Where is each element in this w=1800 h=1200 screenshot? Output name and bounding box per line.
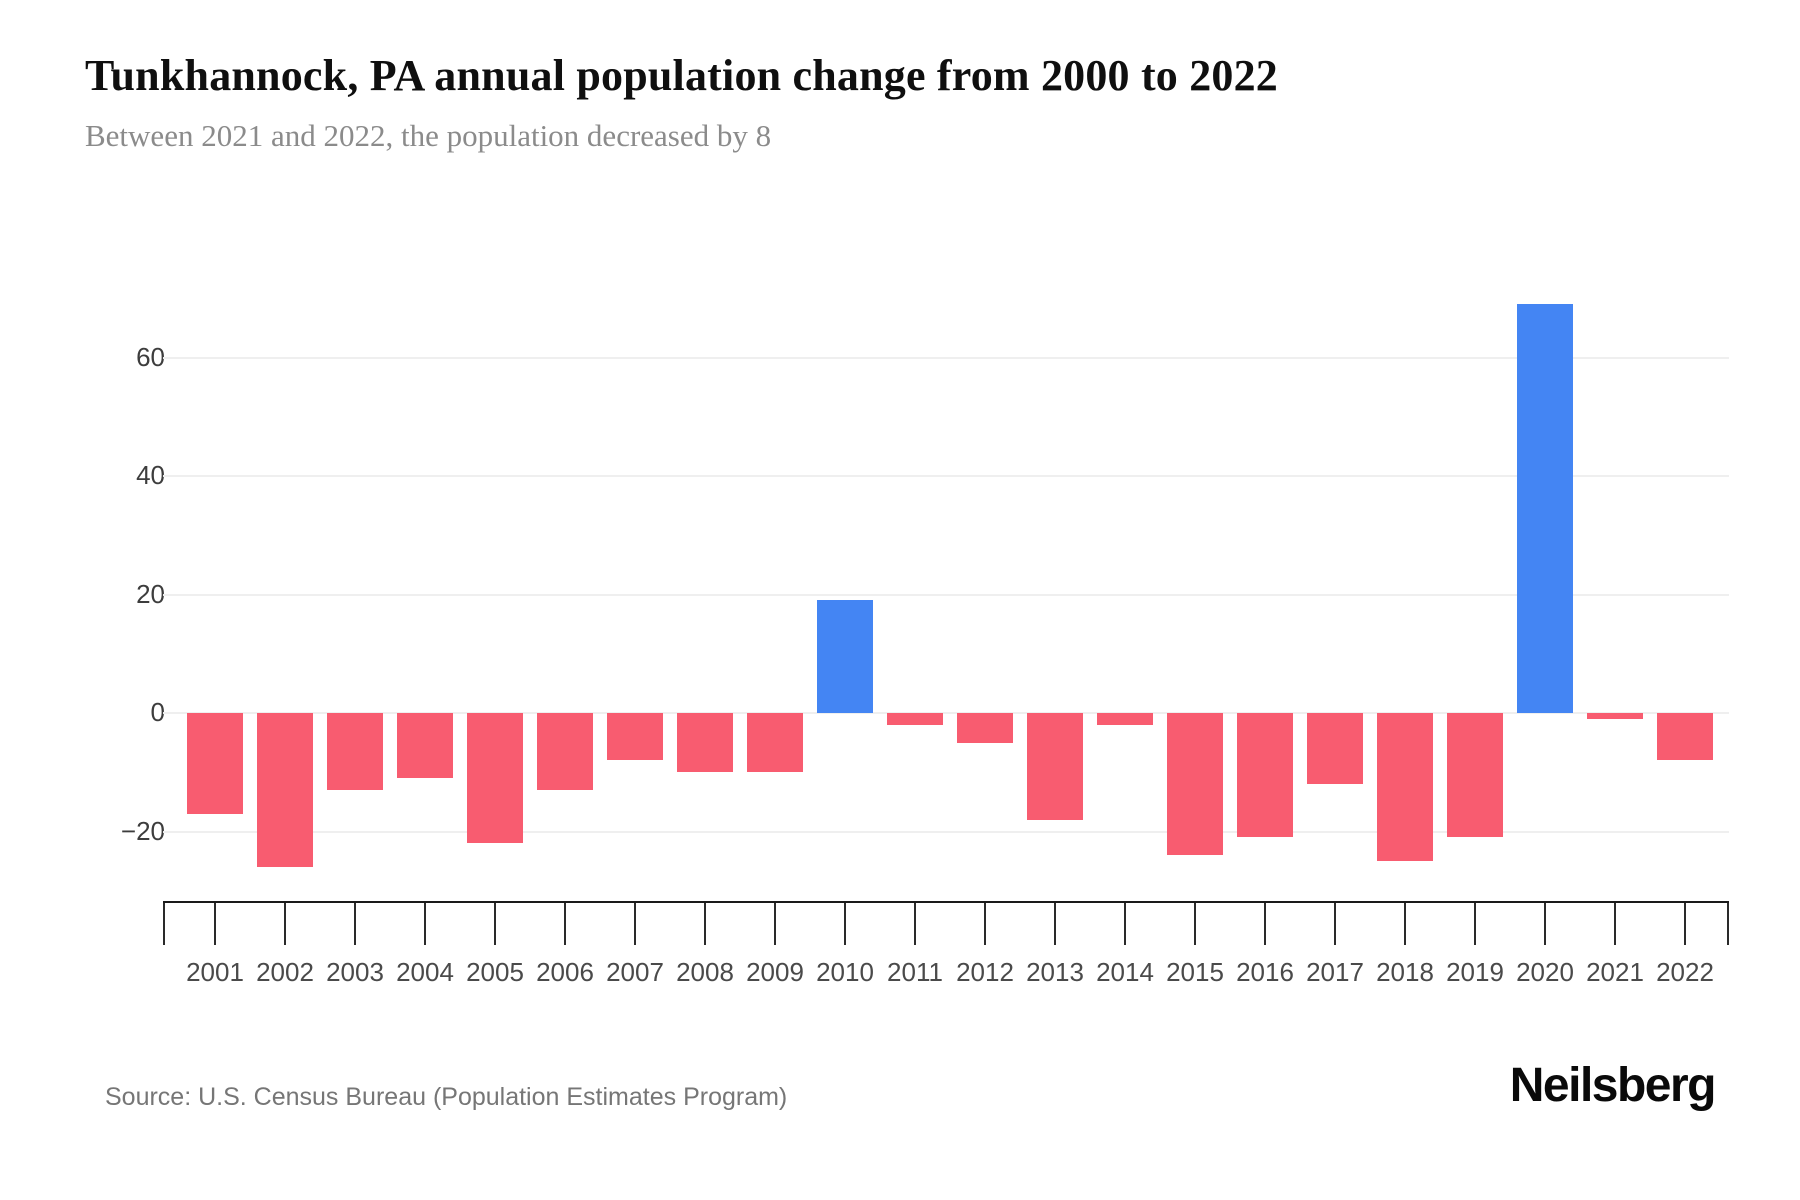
- x-axis-tick-2009: [774, 903, 776, 945]
- bar-2007[interactable]: [607, 713, 663, 761]
- chart-title: Tunkhannock, PA annual population change…: [85, 51, 1279, 100]
- x-axis-tick-2007: [634, 903, 636, 945]
- bar-2010[interactable]: [817, 600, 873, 713]
- bar-2009[interactable]: [747, 713, 803, 773]
- gridline-y-20: [163, 593, 1729, 596]
- y-tick-label--20: −20: [120, 815, 165, 846]
- bar-2011[interactable]: [887, 713, 943, 725]
- y-tick-label-40: 40: [136, 460, 165, 490]
- x-axis-tick-2020: [1544, 903, 1546, 945]
- bar-2016[interactable]: [1237, 713, 1293, 838]
- x-tick-label-2012: 2012: [956, 957, 1014, 987]
- bar-2020[interactable]: [1517, 304, 1573, 713]
- x-axis-tick-2001: [214, 903, 216, 945]
- bar-2019[interactable]: [1447, 713, 1503, 838]
- x-axis-tick-2006: [564, 903, 566, 945]
- x-axis-tick-2010: [844, 903, 846, 945]
- bar-2001[interactable]: [187, 713, 243, 814]
- x-axis-tick-2018: [1404, 903, 1406, 945]
- plot-area: 2001 2002 2003 2004 2005 2006 2007 2008 2009 2010…: [163, 250, 1729, 987]
- x-axis-tick-2005: [494, 903, 496, 945]
- bar-2006[interactable]: [537, 713, 593, 791]
- chart-subtitle: Between 2021 and 2022, the population de…: [85, 118, 772, 153]
- bar-2008[interactable]: [677, 713, 733, 773]
- gridline-y--20: [163, 830, 1729, 833]
- x-tick-label-2004: 2004: [396, 957, 454, 987]
- bar-2014[interactable]: [1097, 713, 1153, 725]
- x-tick-label-2018: 2018: [1376, 957, 1434, 987]
- x-tick-label-2010: 2010: [816, 957, 874, 987]
- x-tick-label-2019: 2019: [1446, 957, 1504, 987]
- x-tick-label-2011: 2011: [887, 957, 943, 987]
- x-axis-tick-2019: [1474, 903, 1476, 945]
- x-tick-label-2015: 2015: [1166, 957, 1224, 987]
- bar-2004[interactable]: [397, 713, 453, 779]
- x-tick-label-2020: 2020: [1516, 957, 1574, 987]
- x-tick-label-2021: 2021: [1586, 957, 1644, 987]
- bar-2012[interactable]: [957, 713, 1013, 743]
- x-tick-label-2003: 2003: [326, 957, 384, 987]
- bar-2018[interactable]: [1377, 713, 1433, 862]
- x-axis-tick-2012: [984, 903, 986, 945]
- x-axis-tick-2016: [1264, 903, 1266, 945]
- x-axis-tick-2014: [1124, 903, 1126, 945]
- x-tick-label-2016: 2016: [1236, 957, 1294, 987]
- x-tick-label-2017: 2017: [1306, 957, 1364, 987]
- x-axis-tick-2008: [704, 903, 706, 945]
- x-axis-end-tick-right: [1727, 903, 1729, 945]
- x-axis-tick-2003: [354, 903, 356, 945]
- x-tick-label-2006: 2006: [536, 957, 594, 987]
- bar-2003[interactable]: [327, 713, 383, 791]
- x-tick-label-2001: 2001: [186, 957, 244, 987]
- x-tick-label-2009: 2009: [746, 957, 804, 987]
- x-tick-label-2013: 2013: [1026, 957, 1084, 987]
- x-axis-tick-2013: [1054, 903, 1056, 945]
- x-axis-tick-2022: [1684, 903, 1686, 945]
- gridline-y-60: [163, 356, 1729, 359]
- x-tick-label-2008: 2008: [676, 957, 734, 987]
- x-axis-tick-2002: [284, 903, 286, 945]
- bar-2022[interactable]: [1657, 713, 1713, 761]
- bar-2021[interactable]: [1587, 713, 1643, 719]
- bar-2017[interactable]: [1307, 713, 1363, 785]
- x-tick-label-2005: 2005: [466, 957, 524, 987]
- x-tick-label-2014: 2014: [1096, 957, 1154, 987]
- x-axis-tick-2021: [1614, 903, 1616, 945]
- bar-2013[interactable]: [1027, 713, 1083, 820]
- bar-2002[interactable]: [257, 713, 313, 868]
- x-axis-end-tick-left: [163, 903, 165, 945]
- x-tick-label-2007: 2007: [606, 957, 664, 987]
- x-axis-tick-2011: [914, 903, 916, 945]
- y-tick-label-60: 60: [136, 341, 165, 372]
- x-tick-label-2002: 2002: [256, 957, 314, 987]
- y-tick-label-20: 20: [136, 578, 165, 609]
- y-tick-label-0: 0: [150, 697, 165, 727]
- x-axis-tick-2004: [424, 903, 426, 945]
- x-tick-label-2022: 2022: [1656, 957, 1714, 987]
- x-axis-tick-2015: [1194, 903, 1196, 945]
- x-axis-tick-2017: [1334, 903, 1336, 945]
- gridline-y-0: [163, 712, 1729, 714]
- bar-2005[interactable]: [467, 713, 523, 844]
- neilsberg-logo: Neilsberg: [1509, 1059, 1717, 1112]
- source-text: Source: U.S. Census Bureau (Population E…: [105, 1083, 788, 1111]
- bar-2015[interactable]: [1167, 713, 1223, 856]
- gridline-y-40: [163, 475, 1729, 477]
